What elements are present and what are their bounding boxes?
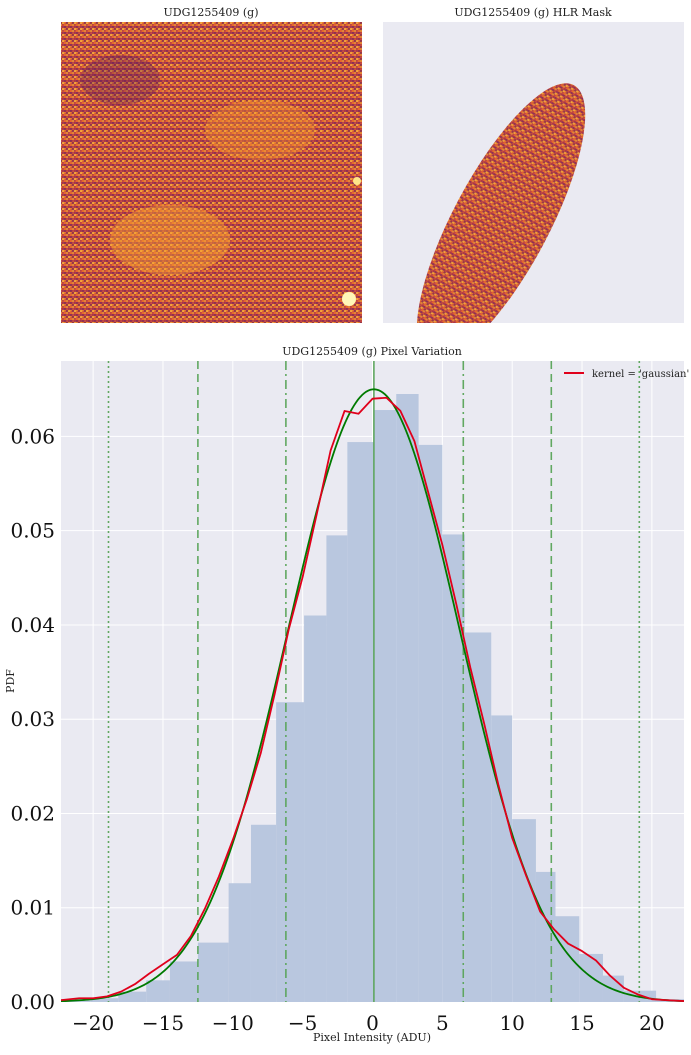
- histogram-bar: [347, 442, 374, 1002]
- y-tick-label: 0.03: [10, 707, 55, 731]
- histogram-bar: [555, 916, 580, 1002]
- kde-curve: [61, 396, 684, 1002]
- y-tick-label: 0.02: [10, 801, 55, 825]
- histogram-bar: [491, 715, 513, 1002]
- image-panel-title: UDG1255409 (g): [164, 6, 259, 19]
- x-tick-label: 5: [436, 1011, 449, 1035]
- x-tick-label: 0: [366, 1011, 379, 1035]
- histogram-bar: [418, 444, 443, 1002]
- histogram-bar: [146, 980, 170, 1002]
- x-tick-label: 10: [499, 1011, 524, 1035]
- gaussian-fit-curve: [61, 388, 684, 1002]
- x-tick-label: −5: [288, 1011, 317, 1035]
- histogram-bar: [228, 883, 251, 1002]
- x-tick-label: −15: [142, 1011, 184, 1035]
- curves: [61, 388, 684, 1002]
- histogram-bar: [326, 535, 348, 1002]
- legend-kde-label: kernel = 'gaussian': [592, 369, 689, 380]
- histogram-bar: [118, 991, 147, 1002]
- y-tick-label: 0.05: [10, 519, 55, 543]
- x-axis-label: Pixel Intensity (ADU): [313, 1031, 431, 1044]
- hlr-mask-panel: [383, 22, 684, 323]
- histogram-bar: [304, 615, 327, 1002]
- legend: kernel = 'gaussian': [564, 369, 689, 380]
- y-tick-label: 0.01: [10, 896, 55, 920]
- y-tick-label: 0.00: [10, 990, 55, 1014]
- galaxy-image-panel: [61, 22, 362, 323]
- histogram-bars: [61, 393, 684, 1002]
- histogram-bar: [90, 998, 119, 1002]
- histogram-bar: [464, 632, 492, 1002]
- reference-lines: [107, 361, 641, 1002]
- y-axis-label: PDF: [4, 669, 17, 693]
- y-tick-label: 0.06: [10, 424, 55, 448]
- histogram-bar: [197, 942, 229, 1002]
- histogram-bar: [169, 961, 198, 1002]
- histogram-bar: [396, 393, 419, 1002]
- histogram-bar: [250, 824, 277, 1002]
- mask-panel-title: UDG1255409 (g) HLR Mask: [454, 6, 612, 19]
- histogram-bar: [535, 871, 556, 1002]
- histogram-bar: [442, 534, 465, 1002]
- x-tick-label: 15: [569, 1011, 594, 1035]
- y-tick-label: 0.04: [10, 613, 55, 637]
- y-tick-labels: 0.00 0.01 0.02 0.03 0.04 0.05 0.06: [10, 424, 55, 1014]
- x-tick-label: −10: [212, 1011, 254, 1035]
- histogram-bar: [512, 819, 536, 1002]
- x-tick-label: −20: [72, 1011, 114, 1035]
- histogram-bar: [276, 702, 305, 1002]
- histogram-bar: [373, 410, 397, 1002]
- x-tick-label: 20: [639, 1011, 664, 1035]
- chart-title: UDG1255409 (g) Pixel Variation: [282, 345, 462, 358]
- x-tick-labels: −20 −15 −10 −5 0 5 10 15 20: [72, 1011, 665, 1035]
